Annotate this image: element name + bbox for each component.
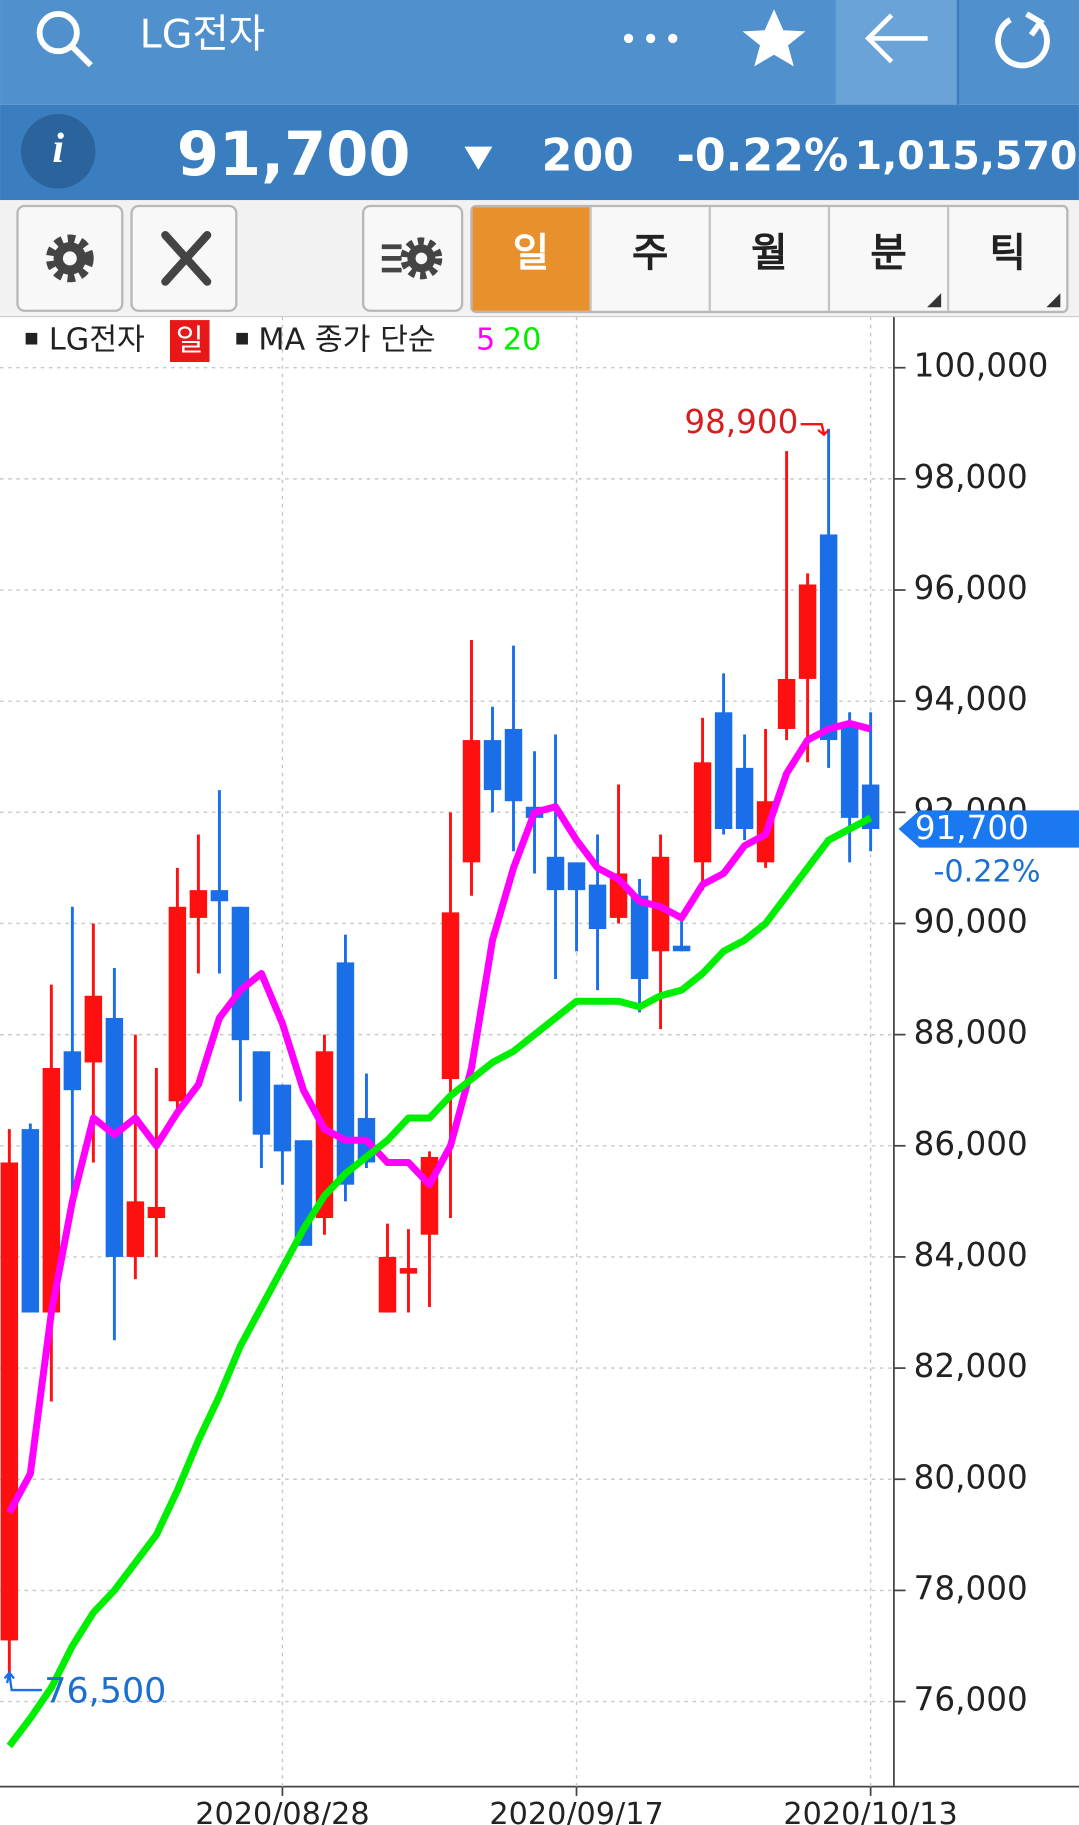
legend-bullet	[236, 332, 248, 345]
x-tick-label: 2020/09/17	[489, 1797, 663, 1825]
search-icon[interactable]	[36, 11, 93, 68]
y-tick-label: 76,000	[914, 1681, 1028, 1719]
candle-body	[441, 912, 460, 1080]
tab-label: 주	[632, 231, 668, 277]
y-tick-label: 80,000	[914, 1458, 1028, 1496]
y-tick-label: 82,000	[914, 1347, 1028, 1385]
info-icon: i	[52, 126, 64, 172]
candle-body	[714, 712, 733, 830]
candle-body	[546, 856, 565, 891]
candle-body	[168, 906, 187, 1102]
tools-icon	[161, 231, 212, 286]
candle-body	[693, 762, 712, 863]
candle-body	[315, 1051, 334, 1219]
tab-label: 분	[870, 231, 906, 277]
y-tick-label: 86,000	[914, 1125, 1028, 1163]
candle-body	[84, 995, 103, 1063]
candle-body	[735, 767, 754, 830]
stock-title: LG전자	[140, 12, 266, 58]
change: 200	[542, 130, 634, 181]
candle-body	[567, 862, 586, 891]
candle-body	[798, 584, 817, 679]
candle-body	[672, 945, 691, 952]
change-pct: -0.22%	[677, 130, 849, 181]
candle-body	[588, 884, 607, 930]
candle-body	[42, 1067, 61, 1313]
candle-body	[63, 1051, 82, 1091]
volume: 1,015,570	[855, 133, 1078, 179]
y-tick-label: 90,000	[914, 902, 1028, 940]
y-tick-label: 84,000	[914, 1236, 1028, 1274]
candle-body	[630, 895, 649, 980]
legend-ma: MA 종가 단순	[258, 323, 435, 358]
quote-bar	[0, 104, 1079, 201]
x-tick-label: 2020/08/28	[195, 1797, 369, 1825]
tab-corner	[927, 293, 942, 308]
y-tick-label: 96,000	[914, 569, 1028, 607]
candle-body	[819, 534, 838, 741]
y-tick-label: 88,000	[914, 1014, 1028, 1052]
candle-body	[21, 1129, 40, 1313]
tab-label: 월	[751, 231, 787, 277]
price-tag-label: 91,700	[915, 809, 1029, 847]
tab-corner	[1046, 293, 1061, 308]
legend-bullet	[25, 332, 38, 345]
more-icon[interactable]	[623, 33, 678, 44]
indicator-icon	[381, 237, 443, 280]
candle-body	[189, 890, 208, 918]
candle-body	[840, 723, 859, 818]
candle-body	[210, 890, 229, 902]
high-arrow	[800, 423, 830, 437]
candle-body	[462, 740, 481, 863]
legend-period: 일	[176, 324, 204, 359]
price-tag-change: -0.22%	[934, 855, 1041, 890]
tab-active[interactable]	[472, 207, 591, 311]
y-tick-label: 78,000	[914, 1569, 1028, 1607]
candle-body	[126, 1201, 145, 1257]
y-tick-label: 98,000	[914, 458, 1028, 496]
back-cell	[835, 0, 958, 105]
back-icon[interactable]	[865, 13, 928, 64]
legend-name: LG전자	[49, 323, 145, 358]
down-triangle	[464, 146, 493, 170]
candle-body	[483, 740, 502, 791]
gear-icon	[46, 234, 94, 283]
tab-label: 일	[513, 231, 549, 277]
favorite-icon[interactable]	[742, 9, 806, 67]
period-badge	[169, 320, 210, 362]
price-tag	[898, 810, 1079, 848]
high-label: 98,900	[684, 403, 798, 441]
info-button[interactable]	[20, 114, 96, 189]
refresh-icon[interactable]	[995, 11, 1050, 69]
candle-body	[399, 1268, 418, 1274]
candle-body	[378, 1256, 397, 1313]
candle-body	[0, 1162, 19, 1641]
candle-body	[273, 1084, 292, 1152]
low-arrow	[3, 1670, 42, 1692]
candle-body	[336, 962, 355, 1185]
candle-body	[504, 728, 523, 802]
period-tabs	[470, 204, 1069, 314]
ma-line	[6, 814, 873, 1749]
y-tick-label: 100,000	[914, 347, 1049, 385]
candle-body	[147, 1206, 166, 1219]
candle-body	[252, 1051, 271, 1135]
legend-ma5: 5	[476, 323, 495, 358]
legend-ma20: 20	[503, 323, 542, 358]
low-label: 76,500	[44, 1671, 166, 1711]
candle-body	[231, 906, 250, 1041]
price: 91,700	[177, 120, 411, 190]
y-tick-label: 94,000	[914, 680, 1028, 718]
x-tick-label: 2020/10/13	[783, 1797, 957, 1825]
candle-body	[777, 678, 796, 729]
tab-label: 틱	[990, 231, 1026, 277]
ma-line	[6, 719, 872, 1515]
